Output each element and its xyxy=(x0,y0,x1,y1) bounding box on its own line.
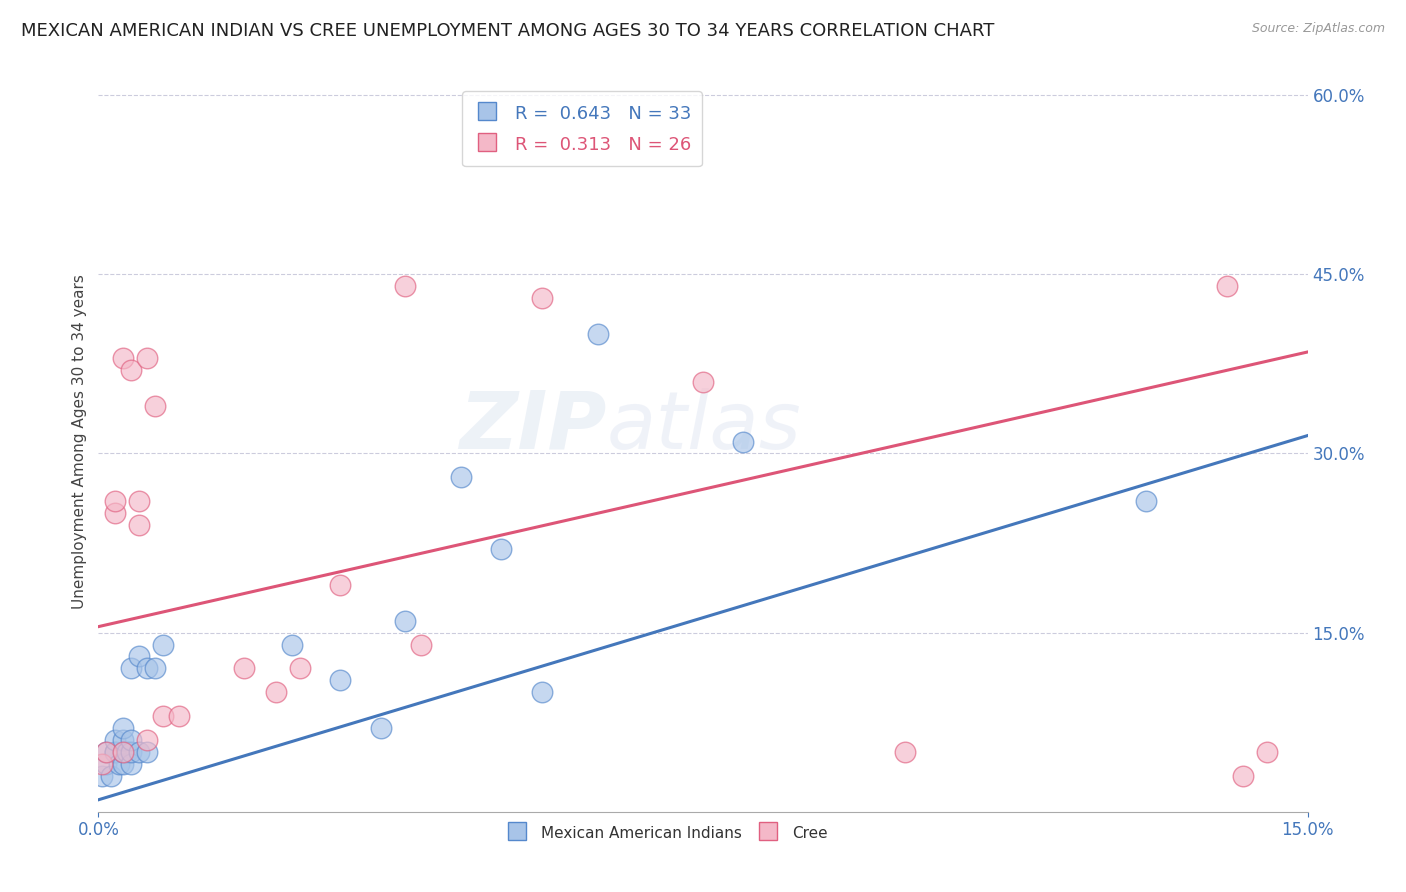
Point xyxy=(107,756,129,771)
Point xyxy=(91,769,114,783)
Point xyxy=(111,745,134,759)
Point xyxy=(135,661,157,675)
Point xyxy=(329,673,352,688)
Point xyxy=(152,709,174,723)
Point xyxy=(120,733,142,747)
Point xyxy=(491,541,513,556)
Point xyxy=(135,733,157,747)
Point xyxy=(120,756,142,771)
Text: atlas: atlas xyxy=(606,388,801,466)
Point xyxy=(288,661,311,675)
Point xyxy=(530,291,553,305)
Point xyxy=(329,578,352,592)
Point xyxy=(135,351,157,365)
Point xyxy=(135,745,157,759)
Point xyxy=(167,709,190,723)
Point xyxy=(111,745,134,759)
Point xyxy=(111,756,134,771)
Point xyxy=(111,721,134,735)
Point xyxy=(120,661,142,675)
Point xyxy=(103,745,125,759)
Point xyxy=(120,363,142,377)
Point xyxy=(152,638,174,652)
Point xyxy=(96,756,118,771)
Point xyxy=(120,745,142,759)
Point xyxy=(394,279,416,293)
Point xyxy=(893,745,915,759)
Text: ZIP: ZIP xyxy=(458,388,606,466)
Point xyxy=(409,638,432,652)
Point xyxy=(232,661,254,675)
Point xyxy=(128,518,150,533)
Point xyxy=(1216,279,1239,293)
Y-axis label: Unemployment Among Ages 30 to 34 years: Unemployment Among Ages 30 to 34 years xyxy=(72,274,87,609)
Text: MEXICAN AMERICAN INDIAN VS CREE UNEMPLOYMENT AMONG AGES 30 TO 34 YEARS CORRELATI: MEXICAN AMERICAN INDIAN VS CREE UNEMPLOY… xyxy=(21,22,994,40)
Point xyxy=(586,327,609,342)
Point xyxy=(1256,745,1278,759)
Point xyxy=(115,745,138,759)
Point xyxy=(450,470,472,484)
Point xyxy=(128,649,150,664)
Point xyxy=(1135,494,1157,508)
Point xyxy=(530,685,553,699)
Point xyxy=(128,494,150,508)
Point xyxy=(103,494,125,508)
Point xyxy=(394,614,416,628)
Point xyxy=(264,685,287,699)
Point xyxy=(128,745,150,759)
Point xyxy=(281,638,304,652)
Point xyxy=(1232,769,1254,783)
Point xyxy=(100,769,122,783)
Point xyxy=(103,745,125,759)
Point xyxy=(91,756,114,771)
Point xyxy=(143,399,166,413)
Point xyxy=(96,745,118,759)
Point xyxy=(103,506,125,520)
Point xyxy=(692,375,714,389)
Point xyxy=(370,721,392,735)
Point xyxy=(111,351,134,365)
Point xyxy=(96,745,118,759)
Point xyxy=(111,733,134,747)
Point xyxy=(733,434,755,449)
Point xyxy=(143,661,166,675)
Legend: Mexican American Indians, Cree: Mexican American Indians, Cree xyxy=(499,818,834,848)
Point xyxy=(103,733,125,747)
Text: Source: ZipAtlas.com: Source: ZipAtlas.com xyxy=(1251,22,1385,36)
